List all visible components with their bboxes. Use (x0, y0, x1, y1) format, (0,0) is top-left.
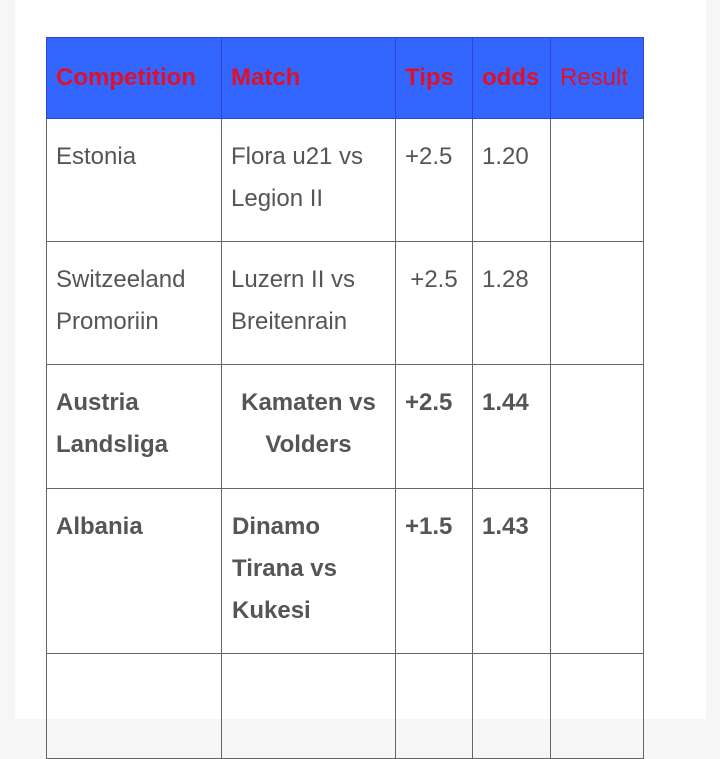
odds-cell: 1.20 (472, 118, 551, 242)
tips-cell: +1.5 (395, 488, 473, 654)
odds-cell: 1.44 (472, 364, 551, 489)
odds-cell (472, 653, 551, 759)
competition-cell (46, 653, 222, 759)
odds-cell: 1.43 (472, 488, 551, 654)
odds-cell: 1.28 (472, 241, 551, 365)
tips-cell: +2.5 (395, 118, 473, 242)
result-cell (550, 241, 644, 365)
table-row: Albania Dinamo Tirana vs Kukesi +1.5 1.4… (46, 488, 644, 654)
tips-cell: +2.5 (395, 241, 473, 365)
header-tips: Tips (395, 37, 473, 119)
competition-cell: Austria Landsliga (46, 364, 222, 489)
header-match: Match (221, 37, 396, 119)
tips-table: Competition Match Tips odds Result Eston… (46, 37, 644, 759)
tips-cell (395, 653, 473, 759)
header-row: Competition Match Tips odds Result (46, 37, 644, 119)
result-cell (550, 653, 644, 759)
match-cell: Luzern II vs Breitenrain (221, 241, 396, 365)
table-row: Austria Landsliga Kamaten vs Volders +2.… (46, 364, 644, 489)
header-odds: odds (472, 37, 551, 119)
match-cell: Dinamo Tirana vs Kukesi (221, 488, 396, 654)
match-cell (221, 653, 396, 759)
table-row (46, 653, 644, 759)
match-cell: Kamaten vs Volders (221, 364, 396, 489)
table-row: Estonia Flora u21 vs Legion II +2.5 1.20 (46, 118, 644, 242)
table-row: Switzeeland Promoriin Luzern II vs Breit… (46, 241, 644, 365)
result-cell (550, 118, 644, 242)
result-cell (550, 488, 644, 654)
result-cell (550, 364, 644, 489)
competition-cell: Albania (46, 488, 222, 654)
match-cell: Flora u21 vs Legion II (221, 118, 396, 242)
header-competition: Competition (46, 37, 222, 119)
tips-cell: +2.5 (395, 364, 473, 489)
competition-cell: Switzeeland Promoriin (46, 241, 222, 365)
header-result: Result (550, 37, 644, 119)
competition-cell: Estonia (46, 118, 222, 242)
